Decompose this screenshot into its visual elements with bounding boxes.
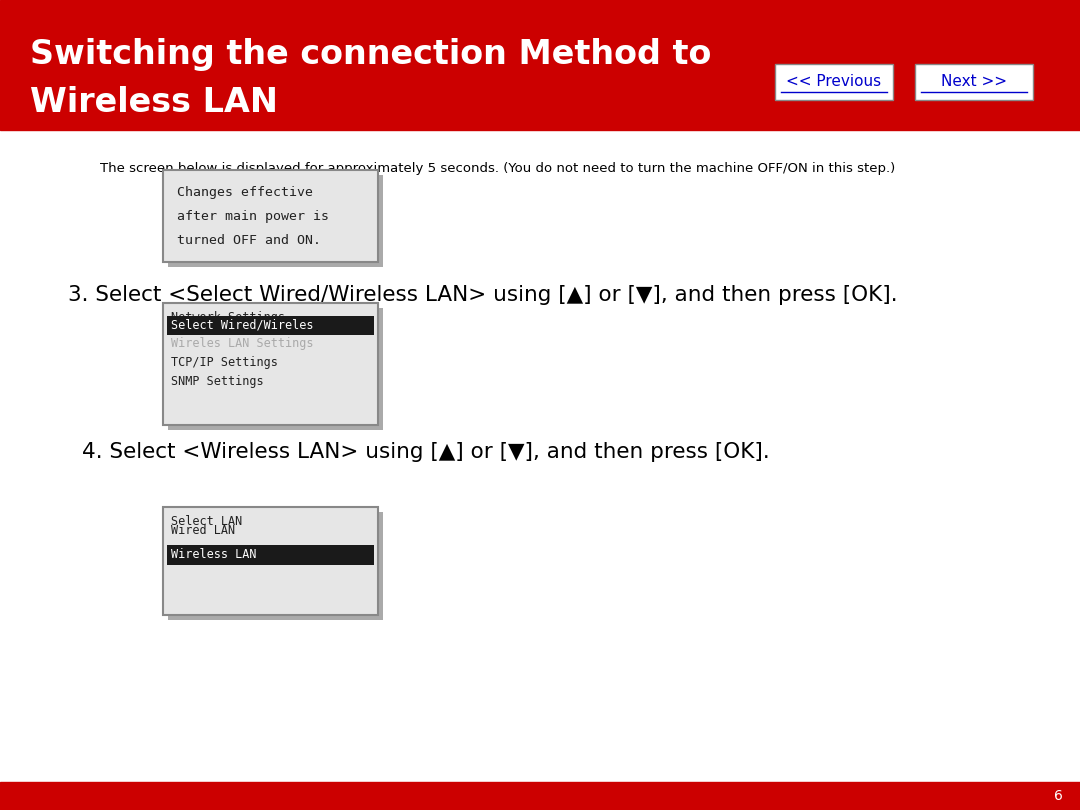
Bar [168,175,383,267]
Bar [163,507,378,615]
Bar [775,64,893,100]
Text: 3. Select <Select Wired/Wireless LAN> using [▲] or [▼], and then press [OK].: 3. Select <Select Wired/Wireless LAN> us… [68,285,897,305]
Bar [915,64,1032,100]
Text: The screen below is displayed for approximately 5 seconds. (You do not need to t: The screen below is displayed for approx… [100,162,895,175]
Text: << Previous: << Previous [786,75,881,89]
Text: after main power is: after main power is [177,210,329,223]
Bar [168,308,383,430]
Bar [168,512,383,620]
Text: Wireless LAN: Wireless LAN [171,548,257,561]
Text: Switching the connection Method to: Switching the connection Method to [30,38,712,71]
Text: Next >>: Next >> [941,75,1007,89]
Text: 4. Select <Wireless LAN> using [▲] or [▼], and then press [OK].: 4. Select <Wireless LAN> using [▲] or [▼… [82,442,770,462]
Bar [167,545,374,565]
Text: Wireless LAN: Wireless LAN [30,86,278,119]
Text: Network Settings: Network Settings [171,311,285,324]
Bar [167,316,374,335]
Text: Wired LAN: Wired LAN [171,525,235,538]
Text: Wireles LAN Settings: Wireles LAN Settings [171,337,313,350]
Text: TCP/IP Settings: TCP/IP Settings [171,356,278,369]
Text: Changes effective: Changes effective [177,186,313,199]
Bar [0,0,1080,130]
Bar [163,303,378,425]
Text: Select Wired/Wireles: Select Wired/Wireles [171,318,313,331]
Text: SNMP Settings: SNMP Settings [171,375,264,388]
Text: turned OFF and ON.: turned OFF and ON. [177,234,321,247]
Bar [0,782,1080,810]
Bar [163,170,378,262]
Text: 6: 6 [1054,789,1063,803]
Text: Select LAN: Select LAN [171,515,242,528]
